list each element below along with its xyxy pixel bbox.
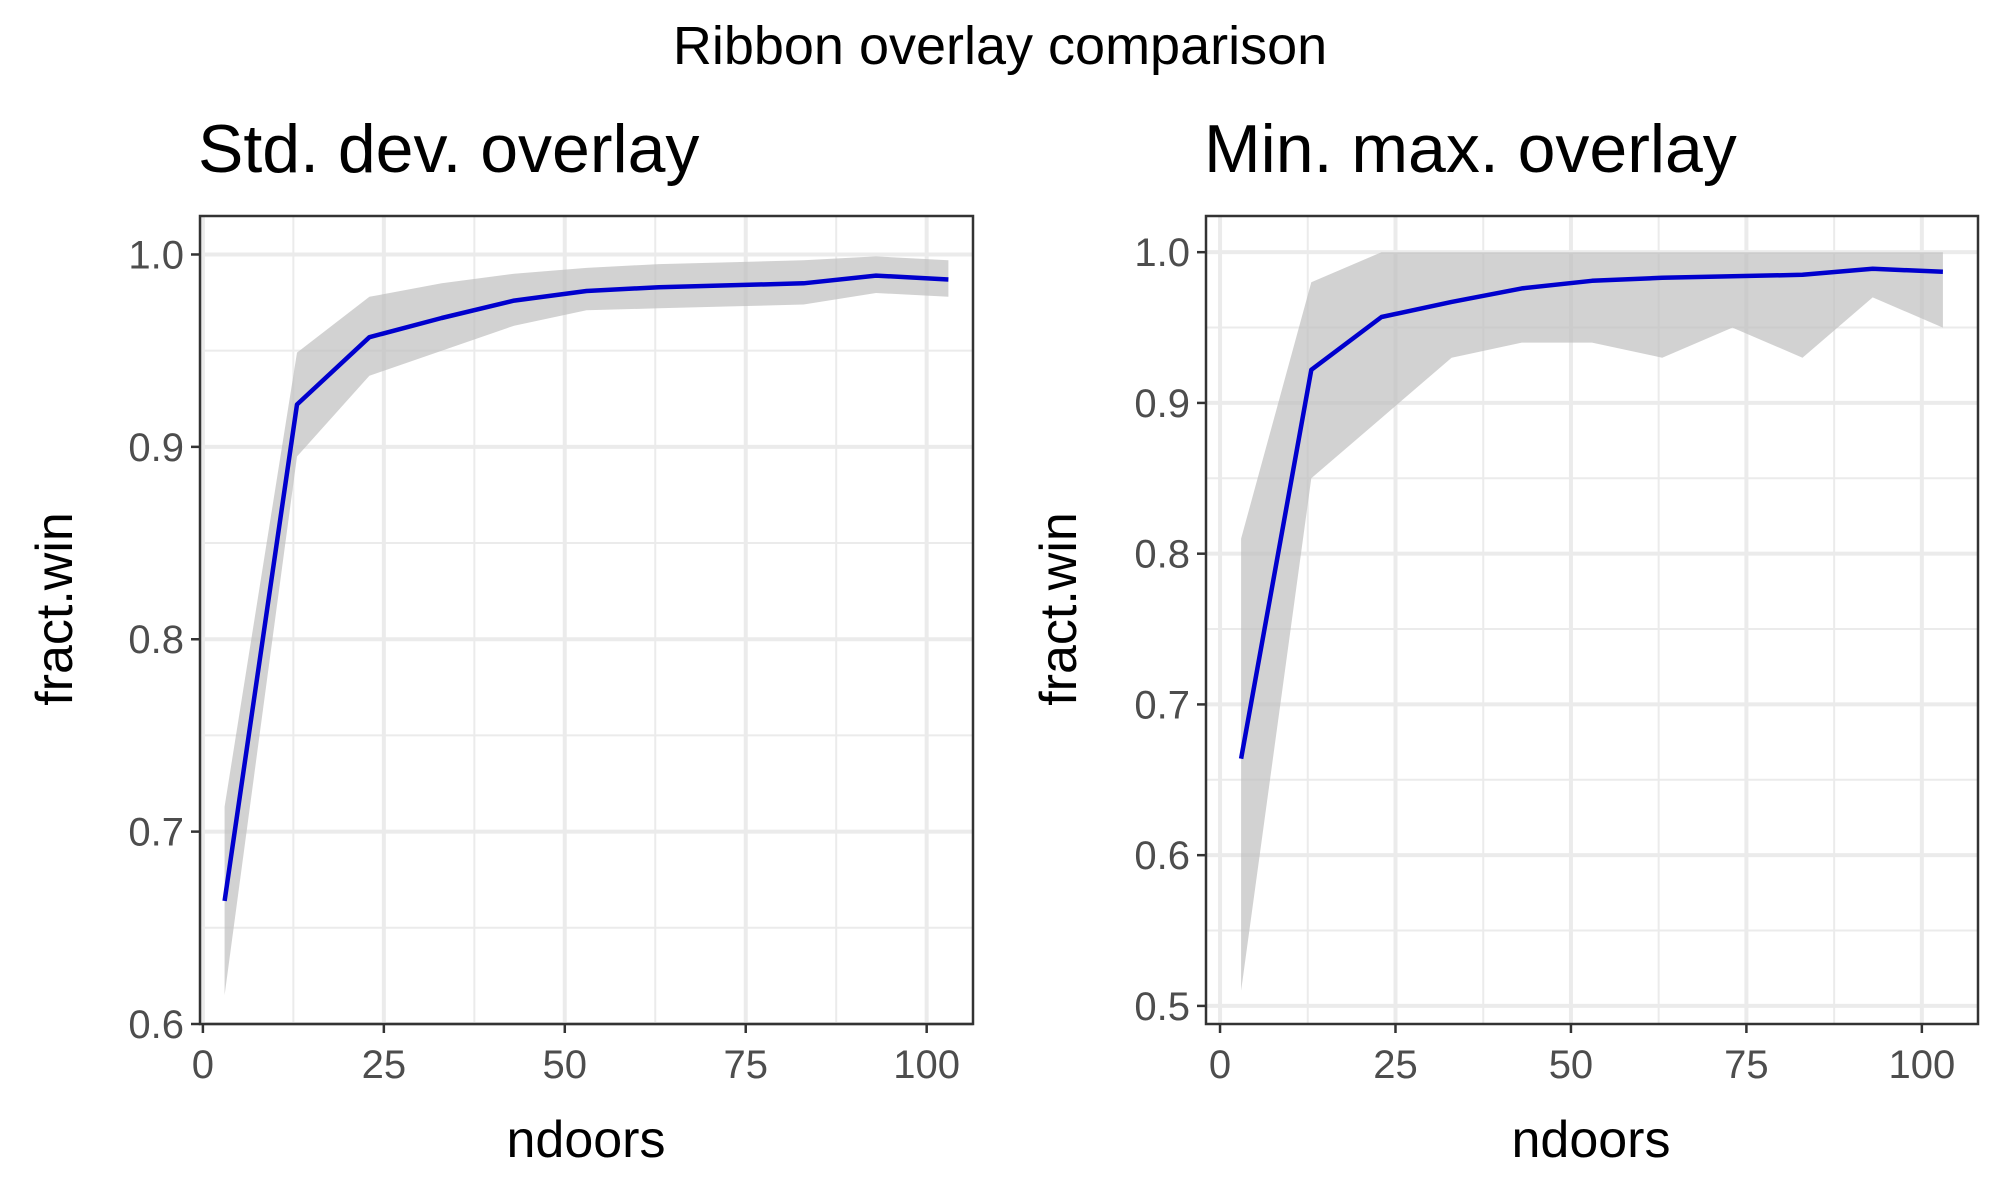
y-axis-title: fract.win (26, 512, 84, 706)
y-tick-label: 0.9 (1134, 382, 1190, 426)
y-tick-label: 1.0 (128, 233, 184, 277)
x-tick-label: 0 (192, 1043, 214, 1087)
mean-line (1238, 266, 1943, 760)
x-tick-label: 50 (1549, 1043, 1594, 1087)
y-axis-title: fract.win (1030, 512, 1088, 706)
y-tick-label: 0.7 (128, 811, 184, 855)
y-tick-label: 0.6 (128, 1003, 184, 1047)
x-tick-label: 75 (1724, 1043, 1769, 1087)
panel-title: Std. dev. overlay (198, 111, 699, 187)
ribbon-band (1241, 252, 1943, 991)
y-tick-label: 0.8 (128, 618, 184, 662)
x-tick-label: 25 (1373, 1043, 1418, 1087)
y-tick-label: 1.0 (1134, 231, 1190, 275)
figure-title: Ribbon overlay comparison (673, 16, 1327, 76)
y-tick-label: 0.9 (128, 426, 184, 470)
x-tick-label: 50 (543, 1043, 588, 1087)
panel-title: Min. max. overlay (1204, 111, 1737, 187)
x-tick-label: 100 (1888, 1043, 1955, 1087)
x-tick-label: 25 (362, 1043, 407, 1087)
panel-border (1204, 214, 1980, 1026)
x-tick-label: 0 (1209, 1043, 1231, 1087)
mean-line (222, 273, 949, 902)
x-tick-label: 100 (893, 1043, 960, 1087)
panel-min-max: Min. max. overlay ndoors fract.win 0.5 0.… (1030, 111, 1980, 1169)
y-tick-label: 0.6 (1134, 834, 1190, 878)
y-tick-label: 0.8 (1134, 533, 1190, 577)
x-axis-title: ndoors (1512, 1111, 1671, 1169)
panel-border (198, 214, 975, 1026)
plot-background (200, 216, 973, 1024)
panel-std-dev: Std. dev. overlay ndoors fract.win 0.6 0.… (26, 111, 975, 1169)
y-tick-label: 0.7 (1134, 683, 1190, 727)
x-tick-label: 75 (723, 1043, 768, 1087)
x-axis-title: ndoors (507, 1111, 666, 1169)
y-tick-label: 0.5 (1134, 985, 1190, 1029)
